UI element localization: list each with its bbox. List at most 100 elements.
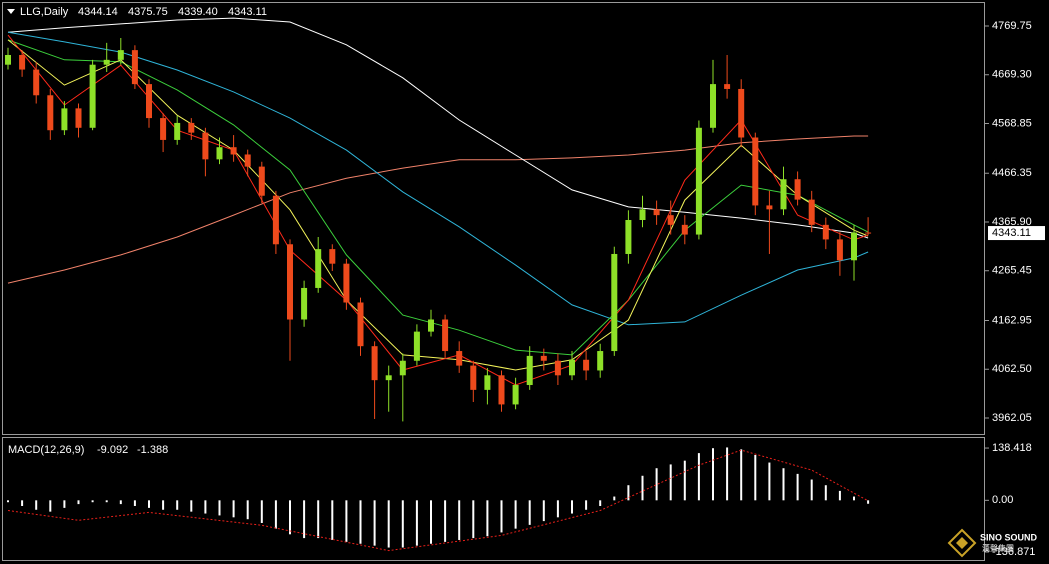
- candle-body: [75, 108, 82, 128]
- macd-bar: [246, 500, 249, 520]
- moving-average: [7, 39, 869, 356]
- macd-bar: [218, 500, 221, 516]
- candle-body: [766, 205, 773, 210]
- candle-body: [329, 249, 336, 264]
- candle-body: [554, 360, 561, 376]
- y-tick-label: 4062.50: [992, 363, 1032, 375]
- macd-bar: [726, 447, 729, 501]
- candle-body: [653, 209, 660, 216]
- candle-body: [343, 263, 350, 303]
- macd-panel-border: [2, 437, 985, 561]
- macd-bar: [599, 500, 602, 506]
- macd-bar: [7, 500, 9, 503]
- candle-body: [470, 365, 477, 390]
- macd-bar: [655, 468, 658, 501]
- macd-title: MACD(12,26,9): [8, 444, 84, 456]
- y-tick-label: 4365.90: [992, 216, 1032, 228]
- candle-body: [625, 220, 632, 254]
- open-label: 4344.14: [78, 6, 118, 18]
- macd-bar: [627, 485, 630, 501]
- macd-bar: [754, 454, 757, 501]
- macd-bar: [542, 500, 545, 522]
- candle-body: [639, 209, 646, 220]
- moving-average: [7, 31, 869, 326]
- candle-body: [258, 166, 265, 196]
- candle-body: [216, 147, 223, 160]
- macd-bar: [260, 500, 263, 523]
- candle-body: [19, 54, 26, 70]
- close-label: 4343.11: [228, 6, 267, 18]
- candle-body: [174, 122, 181, 140]
- macd-bar: [35, 500, 38, 510]
- candle-body: [611, 253, 618, 352]
- candle-body: [695, 127, 702, 235]
- candle-body: [47, 95, 54, 131]
- candle-body: [371, 346, 378, 381]
- y-tick-label: 4769.75: [992, 20, 1032, 32]
- y-tick-label: 138.418: [992, 442, 1032, 454]
- macd-bar: [415, 500, 418, 546]
- macd-bar: [430, 500, 432, 544]
- candle-body: [738, 88, 745, 138]
- candle-body: [202, 132, 209, 160]
- candle-body: [301, 287, 308, 320]
- candle-body: [230, 147, 237, 155]
- low-label: 4339.40: [178, 6, 218, 18]
- candle-body: [5, 54, 11, 65]
- candle-body: [456, 351, 463, 366]
- macd-bar: [359, 500, 362, 544]
- macd-bar: [232, 500, 235, 518]
- y-tick-label: 3962.05: [992, 412, 1032, 424]
- candle-body: [428, 319, 434, 332]
- macd-bar: [387, 500, 390, 548]
- candle-body: [583, 359, 590, 371]
- candle-body: [710, 84, 716, 128]
- candle-body: [357, 302, 364, 347]
- candle-body: [315, 249, 322, 288]
- price-box-label: 4343.11: [992, 227, 1031, 239]
- candle-body: [188, 122, 195, 133]
- macd-bar: [853, 496, 855, 501]
- candle-body: [836, 239, 843, 261]
- macd-bar: [162, 500, 165, 510]
- candle-body: [512, 385, 519, 405]
- candle-body: [244, 154, 251, 167]
- macd-bar: [782, 468, 785, 501]
- macd-bar: [303, 500, 306, 539]
- candle-body: [287, 244, 293, 320]
- watermark-sub: 漢聲集團: [982, 543, 1014, 553]
- candle-body: [33, 69, 40, 96]
- candle-body: [724, 84, 731, 89]
- macd-bar: [176, 500, 179, 510]
- signal-value: -1.388: [137, 444, 168, 456]
- macd-bar: [91, 500, 94, 503]
- macd-bar: [613, 496, 616, 501]
- candle-body: [103, 59, 110, 65]
- macd-value: -9.092: [97, 444, 128, 456]
- candle-body: [146, 84, 152, 119]
- candle-body: [752, 137, 759, 206]
- candle-body: [399, 360, 406, 376]
- candle-body: [794, 179, 801, 200]
- macd-bar: [105, 500, 108, 503]
- macd-bar: [458, 500, 461, 540]
- candle-body: [272, 195, 279, 245]
- y-tick-label: 4162.95: [992, 314, 1032, 326]
- candle-body: [569, 359, 575, 376]
- macd-bar: [331, 500, 334, 540]
- moving-average: [7, 135, 869, 284]
- macd-bar: [21, 500, 24, 506]
- candle-body: [117, 50, 124, 60]
- macd-bar: [669, 464, 672, 501]
- price-box: [988, 226, 1045, 241]
- menu-arrow[interactable]: [7, 9, 15, 14]
- macd-bar: [133, 500, 136, 506]
- macd-bar: [274, 500, 277, 529]
- candle-body: [160, 118, 167, 140]
- macd-bar: [486, 500, 489, 537]
- candle-body: [498, 375, 505, 405]
- watermark-text: SINO SOUND: [980, 532, 1038, 542]
- macd-bar: [77, 500, 80, 505]
- macd-bar: [373, 500, 376, 546]
